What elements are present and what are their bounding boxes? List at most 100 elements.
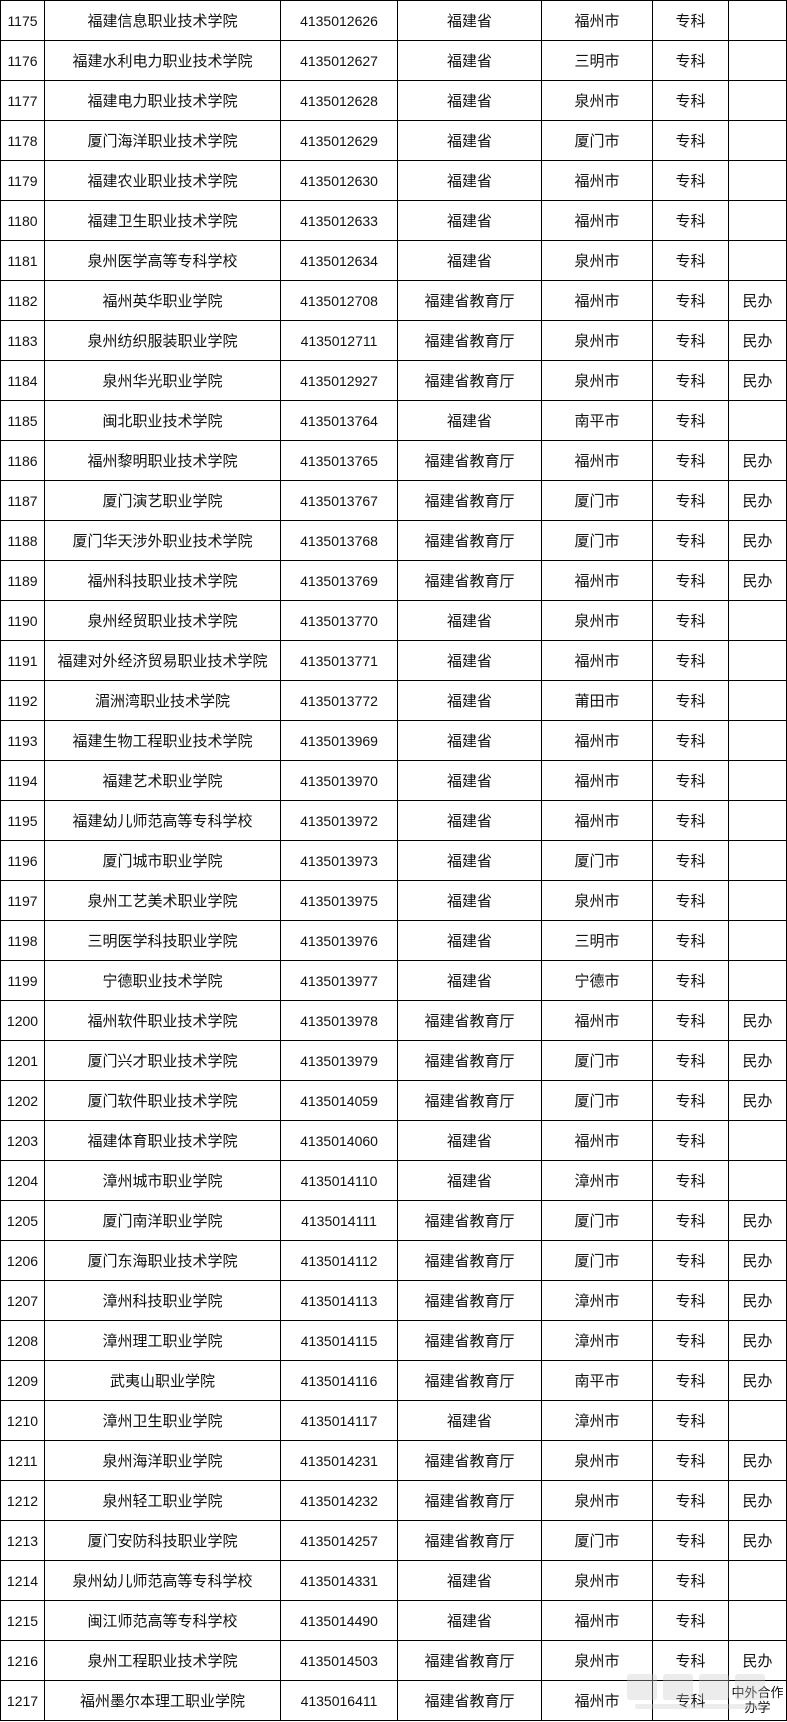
level-cell: 专科 (652, 1600, 729, 1641)
authority-cell: 福建省 (397, 840, 542, 881)
city-cell: 南平市 (541, 400, 653, 441)
school-name-cell: 福州软件职业技术学院 (44, 1000, 281, 1041)
note-cell (728, 960, 787, 1001)
level-cell: 专科 (652, 1520, 729, 1561)
city-cell: 福州市 (541, 160, 653, 201)
note-cell: 民办 (728, 1480, 787, 1521)
level-cell: 专科 (652, 40, 729, 81)
school-name-cell: 泉州工程职业技术学院 (44, 1640, 281, 1681)
school-name-cell: 福建对外经济贸易职业技术学院 (44, 640, 281, 681)
note-cell (728, 1560, 787, 1601)
school-code-cell: 4135013768 (280, 520, 398, 561)
school-code-cell: 4135014110 (280, 1160, 398, 1201)
school-code-cell: 4135012627 (280, 40, 398, 81)
authority-cell: 福建省 (397, 960, 542, 1001)
note-cell (728, 640, 787, 681)
level-cell: 专科 (652, 1120, 729, 1161)
table-row: 1197 泉州工艺美术职业学院 4135013975 福建省 泉州市 专科 (0, 880, 787, 921)
note-cell (728, 760, 787, 801)
level-cell: 专科 (652, 560, 729, 601)
school-code-cell: 4135013769 (280, 560, 398, 601)
school-code-cell: 4135012633 (280, 200, 398, 241)
level-cell: 专科 (652, 320, 729, 361)
city-cell: 厦门市 (541, 1520, 653, 1561)
city-cell: 泉州市 (541, 1480, 653, 1521)
note-cell (728, 1400, 787, 1441)
city-cell: 厦门市 (541, 1080, 653, 1121)
note-cell (728, 400, 787, 441)
city-cell: 福州市 (541, 280, 653, 321)
authority-cell: 福建省教育厅 (397, 1320, 542, 1361)
level-cell: 专科 (652, 480, 729, 521)
level-cell: 专科 (652, 760, 729, 801)
school-name-cell: 福建信息职业技术学院 (44, 0, 281, 41)
level-cell: 专科 (652, 720, 729, 761)
school-code-cell: 4135012629 (280, 120, 398, 161)
level-cell: 专科 (652, 240, 729, 281)
table-row: 1177 福建电力职业技术学院 4135012628 福建省 泉州市 专科 (0, 80, 787, 121)
city-cell: 漳州市 (541, 1400, 653, 1441)
note-cell: 民办 (728, 1320, 787, 1361)
authority-cell: 福建省 (397, 0, 542, 41)
authority-cell: 福建省教育厅 (397, 1200, 542, 1241)
authority-cell: 福建省教育厅 (397, 560, 542, 601)
table-row: 1188 厦门华天涉外职业技术学院 4135013768 福建省教育厅 厦门市 专科 民办 (0, 520, 787, 561)
school-code-cell: 4135012708 (280, 280, 398, 321)
row-number-cell: 1180 (0, 200, 45, 241)
school-name-cell: 福建体育职业技术学院 (44, 1120, 281, 1161)
school-name-cell: 福建艺术职业学院 (44, 760, 281, 801)
school-name-cell: 泉州纺织服装职业学院 (44, 320, 281, 361)
city-cell: 泉州市 (541, 240, 653, 281)
level-cell: 专科 (652, 1440, 729, 1481)
school-code-cell: 4135014059 (280, 1080, 398, 1121)
row-number-cell: 1176 (0, 40, 45, 81)
city-cell: 厦门市 (541, 1240, 653, 1281)
row-number-cell: 1189 (0, 560, 45, 601)
school-code-cell: 4135013972 (280, 800, 398, 841)
city-cell: 福州市 (541, 800, 653, 841)
school-name-cell: 泉州轻工职业学院 (44, 1480, 281, 1521)
level-cell: 专科 (652, 120, 729, 161)
row-number-cell: 1214 (0, 1560, 45, 1601)
row-number-cell: 1200 (0, 1000, 45, 1041)
school-name-cell: 泉州医学高等专科学校 (44, 240, 281, 281)
table-row: 1182 福州英华职业学院 4135012708 福建省教育厅 福州市 专科 民办 (0, 280, 787, 321)
table-row: 1207 漳州科技职业学院 4135014113 福建省教育厅 漳州市 专科 民办 (0, 1280, 787, 1321)
note-cell: 民办 (728, 1360, 787, 1401)
row-number-cell: 1185 (0, 400, 45, 441)
school-name-cell: 漳州城市职业学院 (44, 1160, 281, 1201)
table-row: 1208 漳州理工职业学院 4135014115 福建省教育厅 漳州市 专科 民办 (0, 1320, 787, 1361)
authority-cell: 福建省教育厅 (397, 1240, 542, 1281)
table-row: 1181 泉州医学高等专科学校 4135012634 福建省 泉州市 专科 (0, 240, 787, 281)
row-number-cell: 1215 (0, 1600, 45, 1641)
level-cell: 专科 (652, 800, 729, 841)
school-name-cell: 漳州卫生职业学院 (44, 1400, 281, 1441)
city-cell: 厦门市 (541, 840, 653, 881)
school-name-cell: 漳州科技职业学院 (44, 1280, 281, 1321)
note-cell (728, 1160, 787, 1201)
row-number-cell: 1211 (0, 1440, 45, 1481)
school-name-cell: 宁德职业技术学院 (44, 960, 281, 1001)
school-name-cell: 厦门安防科技职业学院 (44, 1520, 281, 1561)
note-cell: 民办 (728, 280, 787, 321)
school-code-cell: 4135013764 (280, 400, 398, 441)
school-code-cell: 4135014490 (280, 1600, 398, 1641)
school-name-cell: 福建幼儿师范高等专科学校 (44, 800, 281, 841)
authority-cell: 福建省 (397, 760, 542, 801)
school-name-cell: 福建卫生职业技术学院 (44, 200, 281, 241)
table-row: 1178 厦门海洋职业技术学院 4135012629 福建省 厦门市 专科 (0, 120, 787, 161)
school-name-cell: 厦门兴才职业技术学院 (44, 1040, 281, 1081)
row-number-cell: 1188 (0, 520, 45, 561)
authority-cell: 福建省教育厅 (397, 1360, 542, 1401)
table-row: 1200 福州软件职业技术学院 4135013978 福建省教育厅 福州市 专科 民办 (0, 1000, 787, 1041)
row-number-cell: 1195 (0, 800, 45, 841)
authority-cell: 福建省 (397, 80, 542, 121)
authority-cell: 福建省教育厅 (397, 320, 542, 361)
row-number-cell: 1213 (0, 1520, 45, 1561)
school-code-cell: 4135016411 (280, 1680, 398, 1721)
level-cell: 专科 (652, 680, 729, 721)
table-row: 1201 厦门兴才职业技术学院 4135013979 福建省教育厅 厦门市 专科 民办 (0, 1040, 787, 1081)
note-cell (728, 160, 787, 201)
table-row: 1193 福建生物工程职业技术学院 4135013969 福建省 福州市 专科 (0, 720, 787, 761)
table-row: 1179 福建农业职业技术学院 4135012630 福建省 福州市 专科 (0, 160, 787, 201)
